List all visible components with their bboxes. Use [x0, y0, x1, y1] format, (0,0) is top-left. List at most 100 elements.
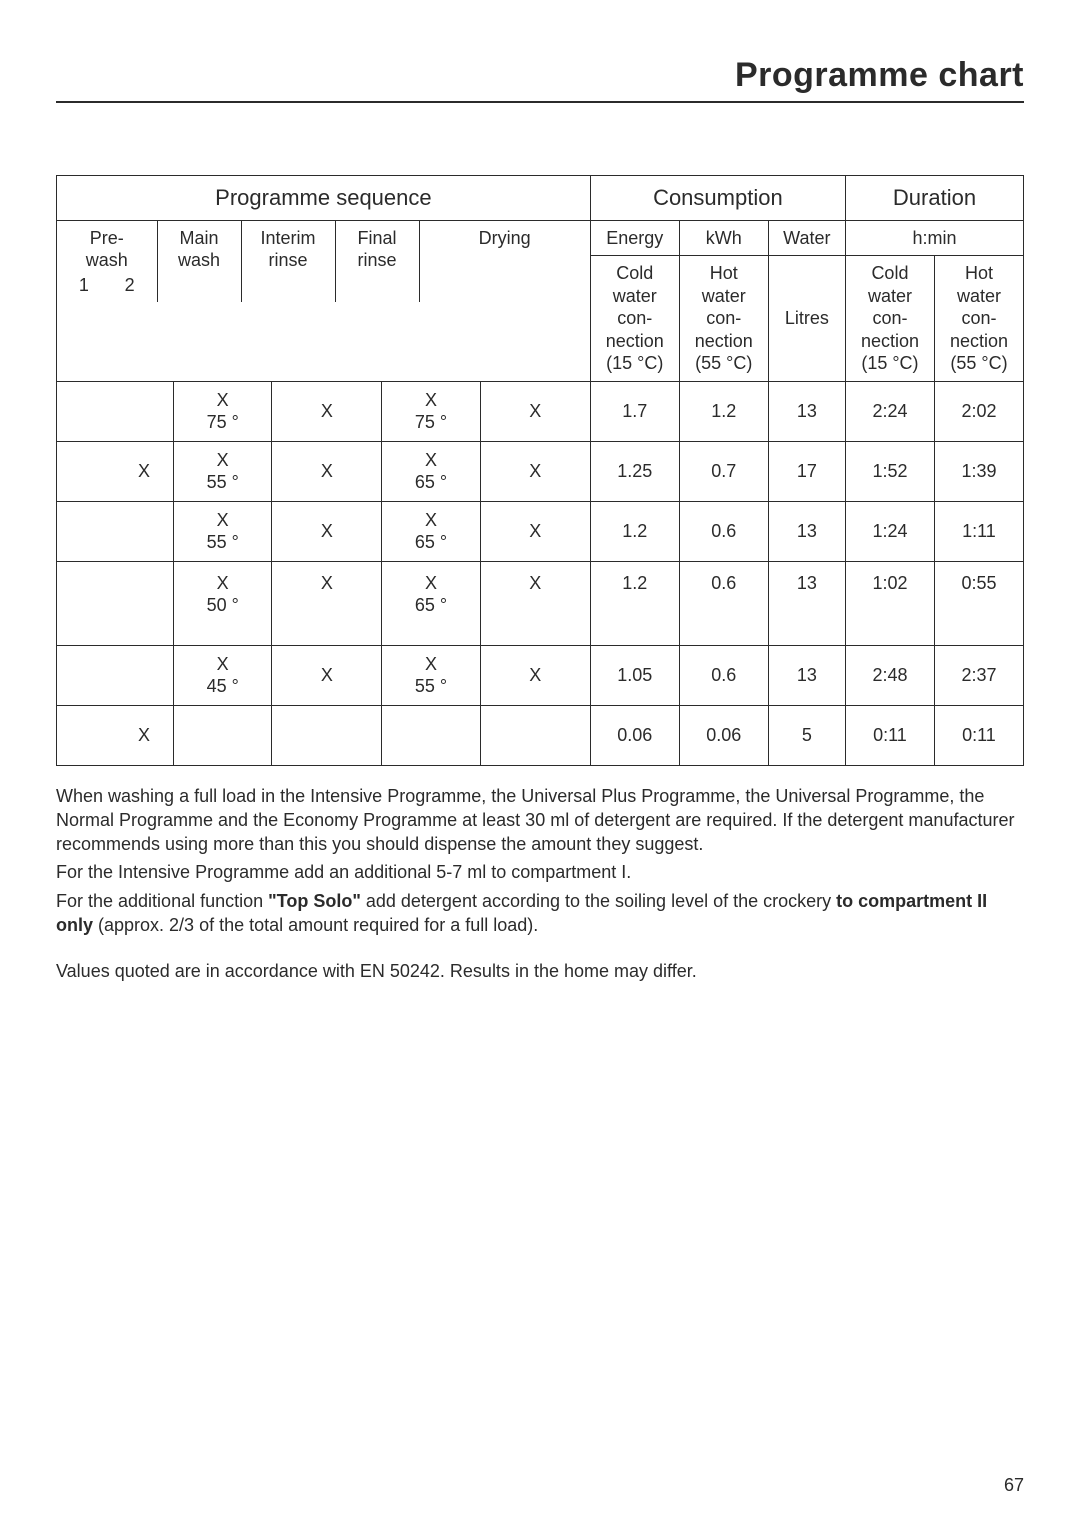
- cell: [382, 705, 480, 765]
- cell: 0:11: [934, 705, 1023, 765]
- col-final-rinse: Finalrinse: [335, 221, 419, 303]
- cell: 1:39: [934, 441, 1023, 501]
- cell: X50 °: [174, 561, 272, 645]
- cell: [57, 501, 116, 561]
- note-3a: For the additional function: [56, 891, 268, 911]
- cell: X: [115, 441, 174, 501]
- cell: X: [272, 561, 382, 645]
- cell: [174, 705, 272, 765]
- cell: [57, 441, 116, 501]
- note-3e: (approx. 2/3 of the total amount require…: [93, 915, 538, 935]
- cell: [115, 645, 174, 705]
- col-litres: Litres: [768, 256, 845, 382]
- cell: 1:24: [845, 501, 934, 561]
- group-duration: Duration: [845, 176, 1023, 221]
- table-row: X0.060.0650:110:11: [57, 705, 1024, 765]
- col-prewash-1: 1: [79, 274, 89, 297]
- cell: [57, 705, 116, 765]
- cell: X45 °: [174, 645, 272, 705]
- notes-block: When washing a full load in the Intensiv…: [56, 784, 1024, 984]
- cell: X55 °: [174, 441, 272, 501]
- cell: 0.6: [679, 501, 768, 561]
- cell: 0:11: [845, 705, 934, 765]
- cell: 0.06: [590, 705, 679, 765]
- cell: X: [272, 645, 382, 705]
- sub-energy: Energy: [590, 220, 679, 256]
- programme-chart-table: Programme sequence Consumption Duration …: [56, 175, 1024, 766]
- cell: X55 °: [174, 501, 272, 561]
- group-sequence: Programme sequence: [57, 176, 591, 221]
- cell: 2:48: [845, 645, 934, 705]
- table-row: X50 °XX65 °X1.20.6131:020:55: [57, 561, 1024, 645]
- col-dur-cold: Coldwatercon-nection(15 °C): [845, 256, 934, 382]
- group-consumption: Consumption: [590, 176, 845, 221]
- cell: 0.6: [679, 561, 768, 645]
- table-row: X45 °XX55 °X1.050.6132:482:37: [57, 645, 1024, 705]
- cell: X: [480, 645, 590, 705]
- cell: [115, 561, 174, 645]
- cell: 1:02: [845, 561, 934, 645]
- sub-water: Water: [768, 220, 845, 256]
- cell: X: [480, 381, 590, 441]
- table-row: X75 °XX75 °X1.71.2132:242:02: [57, 381, 1024, 441]
- note-2: For the Intensive Programme add an addit…: [56, 860, 1024, 884]
- cell: 17: [768, 441, 845, 501]
- note-3b: "Top Solo": [268, 891, 361, 911]
- cell: 1:52: [845, 441, 934, 501]
- cell: X65 °: [382, 561, 480, 645]
- col-main-wash: Mainwash: [157, 221, 241, 303]
- cell: [115, 501, 174, 561]
- cell: X: [480, 441, 590, 501]
- cell: 0:55: [934, 561, 1023, 645]
- cell: 0.6: [679, 645, 768, 705]
- col-energy-hot: Hotwatercon-nection(55 °C): [679, 256, 768, 382]
- cell: 1.2: [590, 561, 679, 645]
- cell: 1.7: [590, 381, 679, 441]
- page-title: Programme chart: [56, 56, 1024, 103]
- cell: 13: [768, 501, 845, 561]
- cell: X: [480, 501, 590, 561]
- note-1: When washing a full load in the Intensiv…: [56, 784, 1024, 857]
- cell: [272, 705, 382, 765]
- cell: [115, 381, 174, 441]
- cell: [57, 561, 116, 645]
- note-3c: add detergent according to the soiling l…: [361, 891, 836, 911]
- cell: 0.06: [679, 705, 768, 765]
- table-row: XX55 °XX65 °X1.250.7171:521:39: [57, 441, 1024, 501]
- cell: X75 °: [382, 381, 480, 441]
- cell: 13: [768, 561, 845, 645]
- page-number: 67: [1004, 1475, 1024, 1496]
- cell: X65 °: [382, 441, 480, 501]
- cell: X: [115, 705, 174, 765]
- cell: [57, 381, 116, 441]
- table-body: X75 °XX75 °X1.71.2132:242:02XX55 °XX65 °…: [57, 381, 1024, 765]
- cell: [480, 705, 590, 765]
- cell: X: [272, 441, 382, 501]
- col-dur-hot: Hotwatercon-nection(55 °C): [934, 256, 1023, 382]
- cell: X65 °: [382, 501, 480, 561]
- cell: X: [480, 561, 590, 645]
- col-interim-rinse: Interimrinse: [241, 221, 335, 303]
- cell: 0.7: [679, 441, 768, 501]
- sub-hmin: h:min: [845, 220, 1023, 256]
- cell: 2:24: [845, 381, 934, 441]
- cell: 1.2: [679, 381, 768, 441]
- note-4: Values quoted are in accordance with EN …: [56, 959, 1024, 983]
- cell: 2:37: [934, 645, 1023, 705]
- sub-kwh: kWh: [679, 220, 768, 256]
- cell: 2:02: [934, 381, 1023, 441]
- cell: 1.25: [590, 441, 679, 501]
- col-prewash-2: 2: [125, 274, 135, 297]
- cell: 1.05: [590, 645, 679, 705]
- cell: X75 °: [174, 381, 272, 441]
- cell: [57, 645, 116, 705]
- cell: 1:11: [934, 501, 1023, 561]
- cell: X55 °: [382, 645, 480, 705]
- cell: X: [272, 501, 382, 561]
- col-energy-cold: Coldwatercon-nection(15 °C): [590, 256, 679, 382]
- cell: 5: [768, 705, 845, 765]
- cell: 13: [768, 645, 845, 705]
- col-prewash: Pre-wash: [61, 227, 153, 272]
- col-drying: Drying: [419, 221, 590, 303]
- table-row: X55 °XX65 °X1.20.6131:241:11: [57, 501, 1024, 561]
